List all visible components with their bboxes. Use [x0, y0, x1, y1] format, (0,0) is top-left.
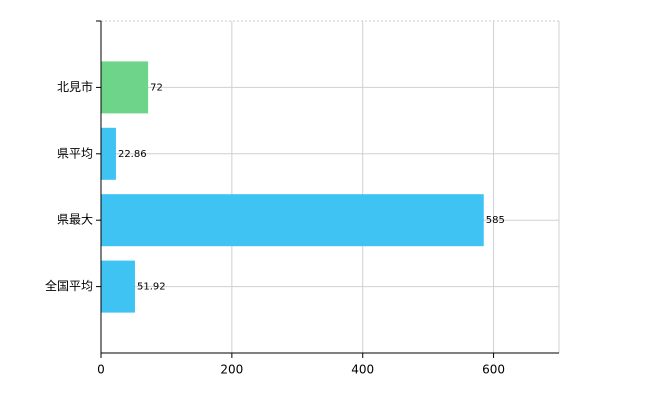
y-tick-label: 県最大	[57, 213, 93, 227]
x-tick-label: 0	[97, 363, 105, 377]
data-label: 72	[150, 82, 163, 93]
bar	[101, 194, 484, 247]
y-tick-label: 全国平均	[45, 278, 93, 293]
data-label: 585	[486, 215, 505, 226]
x-tick-label: 200	[220, 363, 243, 377]
data-label: 22.86	[118, 149, 147, 160]
y-tick-label: 北見市	[57, 79, 93, 94]
y-tick-label: 県平均	[57, 146, 93, 160]
bar	[101, 61, 149, 114]
bar	[101, 127, 116, 180]
data-label: 51.92	[137, 282, 166, 293]
x-tick-label: 600	[482, 363, 505, 377]
bar	[101, 260, 135, 313]
x-tick-label: 400	[351, 363, 374, 377]
